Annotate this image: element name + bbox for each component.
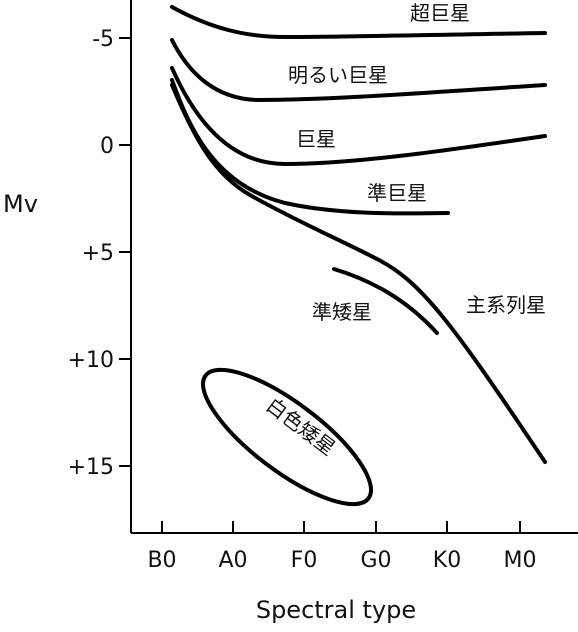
y-tick-label: +10 bbox=[68, 348, 114, 373]
subdwarf-curve bbox=[332, 267, 439, 335]
white-dwarf-region bbox=[201, 367, 373, 507]
label-subdwarfs: 準矮星 bbox=[312, 300, 372, 324]
y-tick-label: +5 bbox=[82, 241, 114, 266]
label-bright-giants: 明るい巨星 bbox=[288, 63, 388, 87]
y-tick-label: 0 bbox=[100, 134, 114, 159]
x-tick-label: G0 bbox=[360, 548, 391, 573]
bright-giant-curve bbox=[170, 38, 547, 102]
x-tick-label: M0 bbox=[504, 548, 537, 573]
label-main-sequence: 主系列星 bbox=[466, 293, 546, 317]
supergiant-curve bbox=[170, 5, 547, 39]
label-supergiants: 超巨星 bbox=[410, 1, 470, 25]
y-tick-label: -5 bbox=[92, 27, 114, 52]
x-tick-label: K0 bbox=[433, 548, 461, 573]
axes bbox=[119, 0, 578, 534]
x-tick-label: A0 bbox=[218, 548, 247, 573]
x-tick-label: B0 bbox=[147, 548, 176, 573]
x-axis-title: Spectral type bbox=[256, 596, 416, 624]
y-tick-label: +15 bbox=[68, 455, 114, 480]
y-axis-title: Mv bbox=[3, 190, 38, 218]
label-giants: 巨星 bbox=[296, 127, 336, 151]
giant-curve bbox=[170, 66, 547, 166]
x-tick-label: F0 bbox=[291, 548, 318, 573]
label-subgiants: 準巨星 bbox=[367, 181, 427, 205]
main-sequence-curve bbox=[170, 83, 547, 464]
